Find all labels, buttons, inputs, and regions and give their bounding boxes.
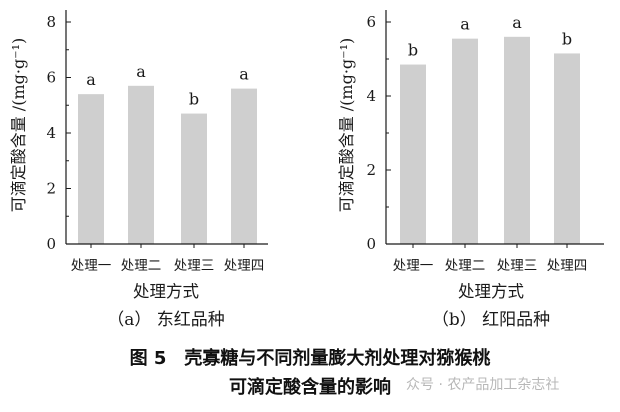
figure-caption-line-2: 可滴定酸含量的影响 [229,377,391,398]
panel-label: （b） 红阳品种 [432,310,550,330]
figure-canvas: a 处理一 a 处理二 b 处理三 a 处理四 0 2 4 6 8 可滴定酸含量 /(mg·g⁻¹) 处理方… [9,10,604,330]
watermark-text: 众号 · 农产品加工杂志社 [406,377,560,393]
y-tick-label: 2 [46,180,56,198]
bar-2 [452,38,478,245]
chart-panel-a: a 处理一 a 处理二 b 处理三 a 处理四 0 2 4 6 8 可滴定酸含量 /(mg·g⁻¹) 处理方… [9,10,268,330]
y-tick-label: 0 [46,235,56,253]
x-tick-label: 处理二 [445,258,486,274]
y-tick-label: 4 [366,87,376,105]
bar-2 [128,85,154,244]
significance-letter: a [86,70,96,89]
y-axis-title: 可滴定酸含量 /(mg·g⁻¹) [337,38,356,213]
bar-1 [400,64,426,244]
panel-label: （a） 东红品种 [107,310,225,330]
x-tick-label: 处理二 [121,258,162,274]
figure-caption-line-1: 图 5 壳寡糖与不同剂量膨大剂处理对猕猴桃 [129,348,491,369]
significance-letter: b [408,41,418,60]
y-tick-label: 2 [366,161,376,179]
x-tick-label: 处理一 [393,258,434,274]
significance-letter: a [239,65,249,84]
chart-panel-b: b 处理一 a 处理二 a 处理三 b 处理四 0 2 4 6 可滴定酸含量 /(mg·g⁻¹) 处理方式… [337,10,604,330]
x-tick-label: 处理一 [71,258,112,274]
x-tick-label: 处理三 [174,258,215,274]
bar-4 [554,53,580,245]
x-axis-title: 处理方式 [133,282,199,301]
x-tick-label: 处理四 [224,258,265,274]
bar-3 [504,36,530,244]
significance-letter: a [136,62,146,81]
bar-3 [181,113,207,244]
y-axis-title: 可滴定酸含量 /(mg·g⁻¹) [9,38,28,213]
x-tick-label: 处理三 [497,258,538,274]
x-tick-label: 处理四 [547,258,588,274]
bar-1 [78,94,104,245]
significance-letter: b [562,29,572,48]
significance-letter: a [512,13,522,32]
y-tick-label: 4 [46,124,56,142]
bar-4 [231,88,257,244]
y-tick-label: 6 [46,69,56,87]
x-axis-title: 处理方式 [458,282,524,301]
significance-letter: b [189,90,199,109]
y-tick-label: 8 [46,13,56,31]
y-tick-label: 0 [366,235,376,253]
significance-letter: a [460,15,470,34]
y-tick-label: 6 [366,13,376,31]
